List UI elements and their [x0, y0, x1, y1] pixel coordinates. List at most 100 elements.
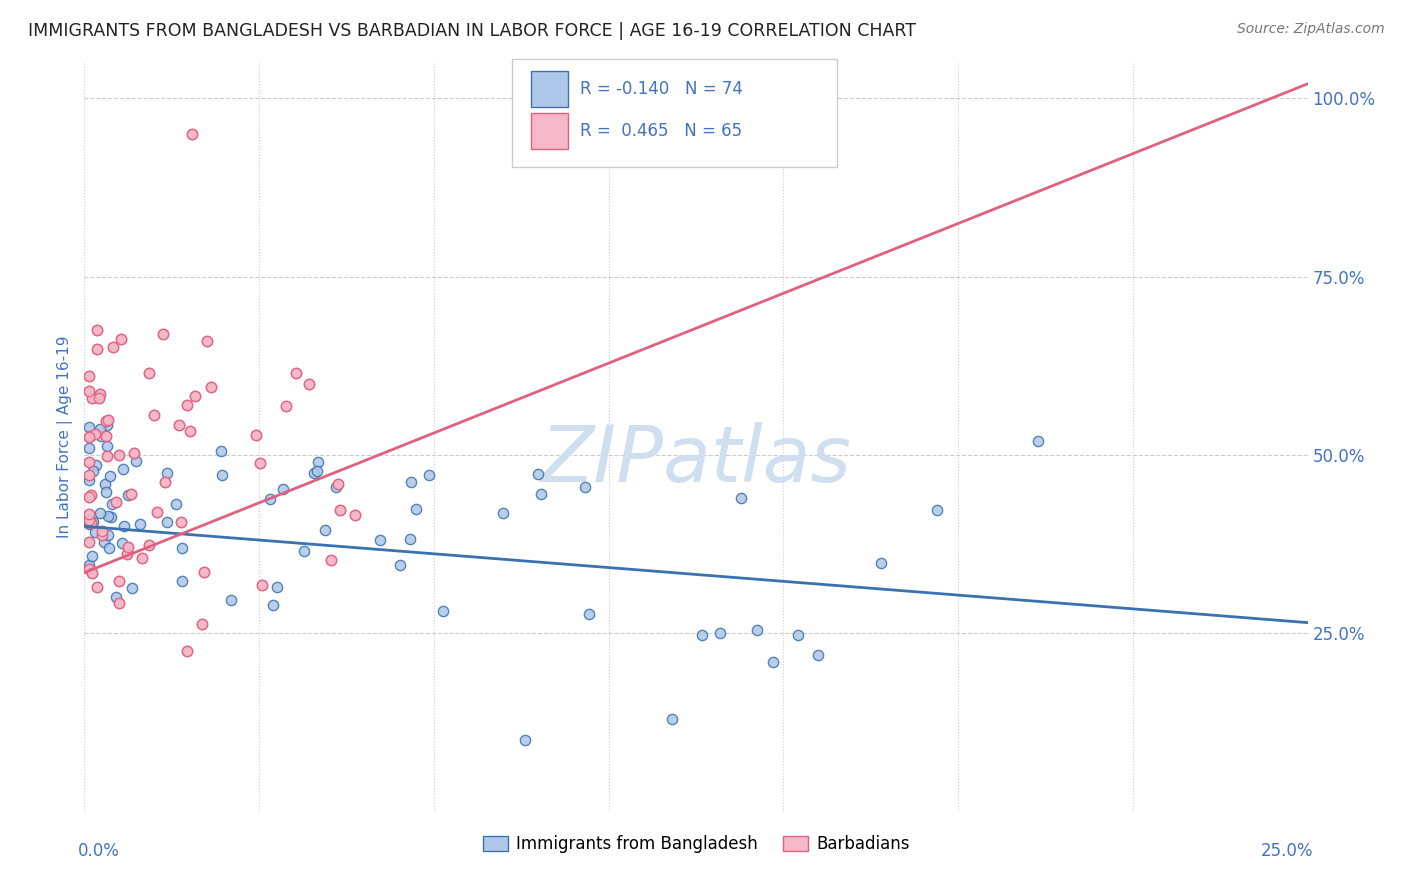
Point	[709, 626, 731, 640]
Point	[77, 384, 100, 399]
Point	[77, 534, 100, 549]
Point	[77, 558, 100, 573]
Point	[77, 516, 100, 531]
Point	[77, 491, 100, 505]
Point	[292, 543, 315, 558]
Point	[307, 455, 329, 469]
Point	[97, 412, 120, 426]
Point	[104, 591, 127, 605]
Point	[107, 448, 129, 462]
Point	[77, 562, 100, 576]
Point	[100, 509, 122, 524]
Point	[326, 477, 349, 491]
Point	[80, 488, 103, 502]
Point	[209, 444, 232, 458]
Point	[870, 556, 893, 570]
Point	[79, 368, 101, 383]
Point	[200, 379, 222, 393]
Point	[326, 477, 349, 491]
Point	[167, 418, 190, 433]
Point	[79, 368, 101, 383]
Point	[77, 491, 100, 505]
Point	[179, 424, 201, 438]
Point	[730, 491, 752, 505]
Point	[97, 527, 120, 541]
Point	[170, 516, 193, 530]
Point	[82, 464, 104, 478]
Point	[125, 453, 148, 467]
Point	[745, 623, 768, 637]
Point	[87, 391, 110, 405]
Point	[399, 475, 422, 489]
Point	[343, 508, 366, 523]
Point	[77, 513, 100, 527]
Point	[96, 439, 118, 453]
Point	[122, 445, 145, 459]
Point	[77, 468, 100, 483]
Point	[80, 488, 103, 502]
Point	[103, 341, 125, 355]
Point	[262, 598, 284, 612]
Point	[98, 468, 121, 483]
Point	[692, 628, 714, 642]
Point	[307, 464, 329, 478]
Point	[117, 540, 139, 554]
Point	[90, 524, 112, 538]
Text: 25.0%: 25.0%	[1261, 842, 1313, 860]
Point	[195, 334, 218, 348]
Point	[108, 574, 131, 588]
Point	[200, 379, 222, 393]
Point	[112, 519, 135, 533]
Point	[138, 366, 160, 380]
Point	[100, 497, 122, 511]
Point	[314, 524, 336, 538]
Point	[86, 322, 108, 336]
Point	[492, 506, 515, 520]
Text: ZIPatlas: ZIPatlas	[540, 422, 852, 498]
Point	[90, 429, 112, 443]
Point	[79, 429, 101, 443]
Point	[142, 409, 165, 423]
FancyBboxPatch shape	[531, 71, 568, 107]
Point	[94, 477, 117, 491]
Point	[77, 441, 100, 455]
Point	[122, 445, 145, 459]
Point	[82, 515, 104, 529]
Point	[156, 516, 179, 530]
FancyBboxPatch shape	[531, 112, 568, 149]
Point	[77, 430, 100, 444]
Point	[249, 456, 271, 470]
Point	[110, 332, 132, 346]
Point	[172, 541, 194, 556]
Point	[110, 332, 132, 346]
Point	[195, 334, 218, 348]
Point	[80, 391, 103, 405]
Point	[115, 547, 138, 561]
Point	[155, 467, 177, 481]
Text: R = -0.140   N = 74: R = -0.140 N = 74	[579, 79, 742, 97]
Point	[302, 466, 325, 480]
Point	[319, 553, 342, 567]
Point	[297, 376, 319, 391]
Point	[172, 574, 194, 589]
Point	[329, 503, 352, 517]
Point	[787, 628, 810, 642]
Text: Source: ZipAtlas.com: Source: ZipAtlas.com	[1237, 22, 1385, 37]
Point	[86, 580, 108, 594]
Point	[77, 513, 100, 527]
Point	[131, 550, 153, 565]
Point	[80, 516, 103, 530]
Point	[181, 127, 204, 141]
Point	[115, 547, 138, 561]
Point	[107, 448, 129, 462]
Point	[93, 534, 115, 549]
Point	[104, 494, 127, 508]
Point	[153, 475, 176, 490]
Point	[97, 541, 120, 555]
Point	[77, 474, 100, 488]
Point	[418, 467, 440, 482]
Point	[138, 538, 160, 552]
Point	[120, 487, 142, 501]
Point	[79, 429, 101, 443]
Point	[77, 454, 100, 468]
